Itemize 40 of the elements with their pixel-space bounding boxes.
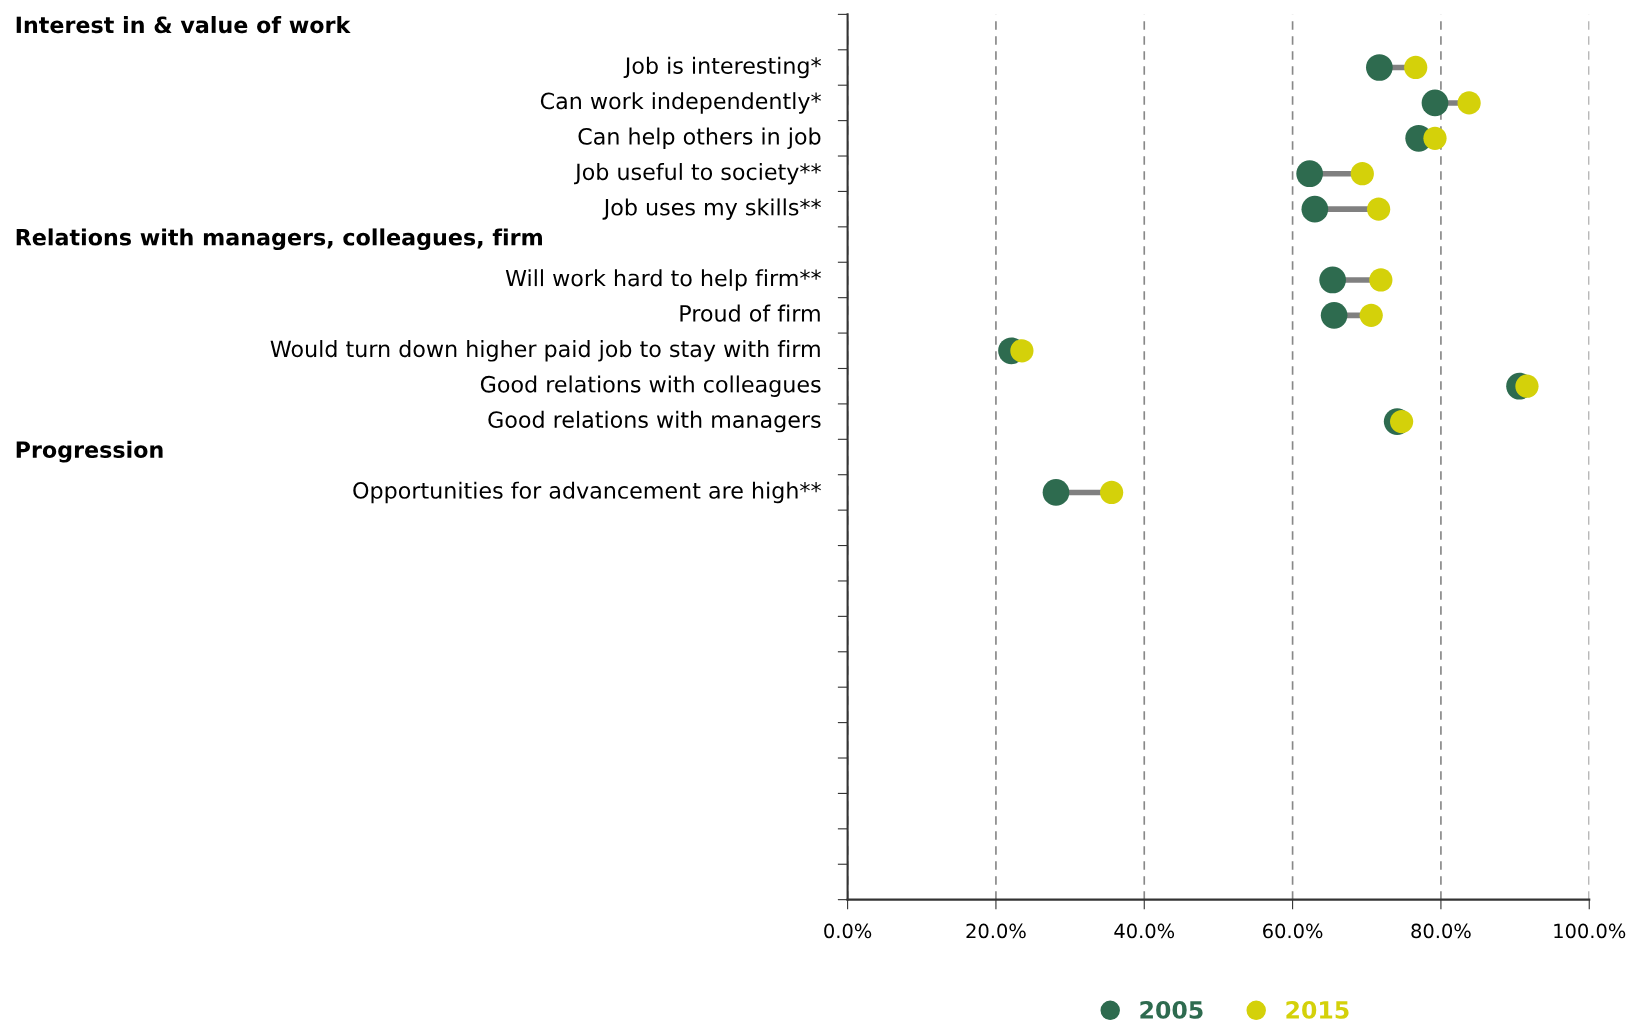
x-tick-label: 80.0% <box>1411 923 1471 939</box>
text: Interest in & value of work <box>16 16 351 34</box>
y-tick-label: Opportunities for advancement are high** <box>353 481 821 504</box>
point <box>1320 302 1348 329</box>
point <box>1457 91 1481 115</box>
x-tick-label: 60.0% <box>1263 923 1323 939</box>
point <box>1350 162 1374 186</box>
point <box>1389 409 1414 434</box>
y-tick-label: Would turn down higher paid job to stay with firm <box>270 340 820 362</box>
point <box>1404 55 1428 80</box>
point <box>1359 303 1383 327</box>
point <box>1366 54 1393 81</box>
y-tick-label: Good relations with colleagues <box>480 375 821 397</box>
y-tick-label: Job useful to society** <box>574 162 821 185</box>
point <box>1369 268 1393 292</box>
point <box>1042 479 1070 506</box>
x-tick-label: 20.0% <box>966 923 1026 939</box>
y-tick-label: Will work hard to help firm** <box>505 269 821 291</box>
y-tick-label: Job is interesting* <box>623 56 821 79</box>
point <box>1100 480 1124 505</box>
y-tick-label: Good relations with managers <box>488 410 821 433</box>
point <box>1296 160 1324 188</box>
legend-label: 2015 <box>1286 1000 1349 1019</box>
x-tick-label: 100.0% <box>1554 923 1626 939</box>
x-tick-label: 40.0% <box>1114 923 1175 939</box>
text: Relations with managers, colleagues, firm <box>16 228 542 251</box>
legend-label: 2005 <box>1140 1000 1203 1019</box>
x-tick-label: 0.0% <box>824 923 872 939</box>
text: Progression <box>16 440 163 463</box>
point <box>1421 89 1449 117</box>
point <box>1423 126 1447 150</box>
point <box>1515 374 1539 398</box>
point <box>1301 195 1329 223</box>
y-tick-label: Job uses my skills** <box>602 198 821 220</box>
y-tick-label: Can work independently* <box>540 92 821 114</box>
point <box>1367 197 1391 221</box>
point <box>1319 266 1346 294</box>
point <box>1010 339 1034 363</box>
y-tick-label: Proud of firm <box>680 304 820 322</box>
y-tick-label: Can help others in job <box>578 127 821 150</box>
